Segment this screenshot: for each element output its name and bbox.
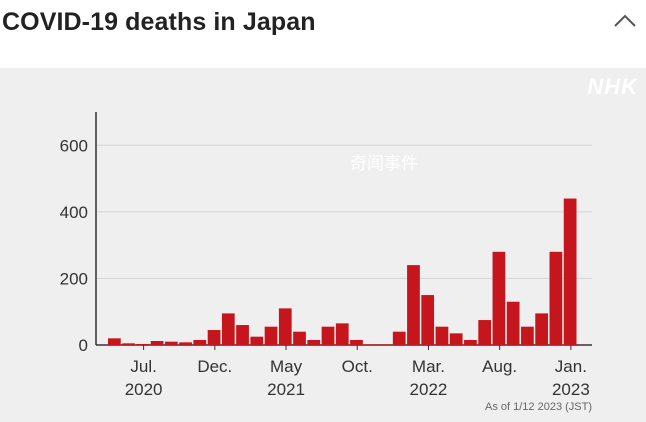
chevron-up-icon: [614, 14, 636, 27]
chart-bar: [193, 340, 207, 345]
chart-bar: [535, 313, 549, 345]
chart-bar: [321, 326, 335, 345]
chart-panel: NHK 奇闻事件 0 200 400 600 Jul. 2020 Dec. May 2021 Oc…: [0, 68, 646, 422]
as-of-footnote: As of 1/12 2023 (JST): [485, 401, 592, 413]
y-tick-label: 0: [79, 336, 88, 355]
chart-bar: [464, 340, 477, 345]
watermark-text: 奇闻事件: [350, 154, 418, 173]
chart-bar: [478, 320, 492, 345]
chart-bar: [521, 326, 534, 345]
x-tick-label: May: [270, 357, 303, 376]
y-tick-label: 400: [60, 203, 88, 222]
chart-bar: [236, 325, 249, 345]
chart-bar: [150, 341, 164, 345]
y-tick-label: 600: [60, 136, 88, 155]
chart-bar: [449, 333, 463, 345]
chart-bar: [421, 295, 435, 345]
section-header: COVID-19 deaths in Japan: [0, 0, 646, 50]
chart-bar: [506, 301, 520, 345]
chart-bar: [549, 251, 563, 345]
chart-bar: [250, 336, 264, 345]
y-tick-label: 200: [60, 269, 88, 288]
chart-bar: [207, 330, 221, 345]
chart-bar: [392, 331, 406, 345]
chart-bar: [278, 308, 292, 345]
chart-bar: [335, 323, 349, 345]
x-tick-label: Dec.: [197, 357, 232, 376]
x-tick-label: Aug.: [482, 357, 517, 376]
chart-bar: [364, 344, 378, 345]
chart-bar: [492, 251, 506, 345]
chart-bar: [293, 331, 306, 345]
deaths-chart: 0 200 400 600 Jul. 2020 Dec. May 2021 Oct. Mar. 202…: [60, 112, 592, 399]
chart-bar: [179, 342, 192, 345]
x-tick-year-label: 2023: [552, 380, 590, 399]
x-tick-label: Jan.: [555, 357, 587, 376]
x-tick-year-label: 2020: [125, 380, 163, 399]
chart-bar: [136, 344, 150, 345]
chart-bar: [264, 326, 278, 345]
chart-bar: [435, 326, 449, 345]
chart-bar: [307, 340, 321, 345]
nhk-logo: NHK: [587, 74, 638, 99]
chart-bar: [122, 343, 135, 345]
chart-bar: [108, 338, 121, 345]
chart-bar: [563, 198, 577, 345]
chart-bar: [407, 265, 420, 345]
x-tick-label: Oct.: [342, 357, 373, 376]
x-tick-label: Mar.: [412, 357, 445, 376]
x-tick-label: Jul.: [130, 357, 156, 376]
chart-bar: [378, 344, 392, 345]
chart-bar: [164, 341, 178, 345]
collapse-button[interactable]: [610, 6, 640, 36]
x-tick-year-label: 2022: [410, 380, 448, 399]
chart-bar: [350, 340, 363, 345]
x-tick-year-label: 2021: [267, 380, 305, 399]
section-title: COVID-19 deaths in Japan: [2, 8, 316, 36]
chart-bar: [221, 313, 235, 345]
